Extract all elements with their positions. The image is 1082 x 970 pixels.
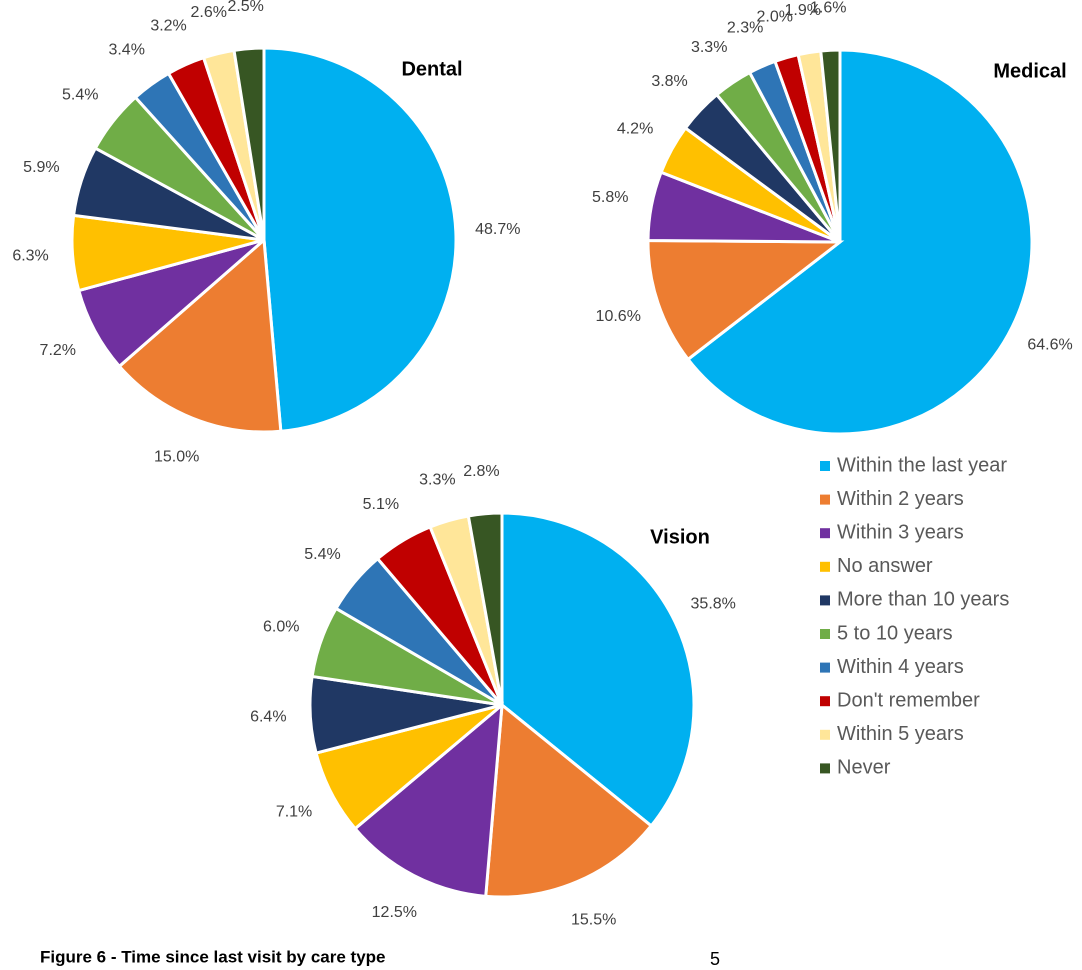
data-label: 1.6% xyxy=(810,0,846,17)
pie-slice xyxy=(819,48,842,243)
figure-caption: Figure 6 - Time since last visit by care… xyxy=(40,947,386,966)
legend-swatch xyxy=(820,528,830,539)
page-number: 5 xyxy=(710,949,720,969)
data-label: 6.0% xyxy=(263,619,299,636)
legend-swatch xyxy=(820,595,830,606)
chart-title: Vision xyxy=(650,526,710,548)
pie-slice xyxy=(466,511,504,706)
legend-swatch xyxy=(820,561,830,572)
legend-label: Within 5 years xyxy=(837,723,964,745)
data-label: 5.9% xyxy=(23,159,59,176)
chart-title: Medical xyxy=(993,60,1066,82)
legend-label: Don't remember xyxy=(837,689,980,711)
pie-slice xyxy=(232,46,266,241)
data-label: 6.3% xyxy=(12,247,48,264)
legend-swatch xyxy=(820,696,830,707)
data-label: 3.3% xyxy=(419,471,455,488)
data-label: 1.9% xyxy=(784,2,820,19)
data-label: 10.6% xyxy=(596,308,641,325)
legend-swatch xyxy=(820,461,830,471)
data-label: 7.2% xyxy=(40,342,76,359)
data-label: 15.5% xyxy=(571,912,616,929)
data-label: 6.4% xyxy=(250,708,286,725)
data-label: 2.6% xyxy=(191,4,227,21)
pie-slice xyxy=(646,238,845,362)
data-label: 35.8% xyxy=(691,595,736,612)
legend-swatch xyxy=(820,629,830,639)
data-label: 3.3% xyxy=(691,39,727,56)
data-label: 64.6% xyxy=(1027,336,1072,353)
legend-swatch xyxy=(820,729,830,740)
legend-label: Within 3 years xyxy=(837,521,964,543)
legend-swatch xyxy=(820,494,830,505)
data-label: 2.0% xyxy=(757,8,793,25)
data-label: 5.8% xyxy=(592,189,628,206)
data-label: 5.1% xyxy=(363,496,399,513)
data-label: 4.2% xyxy=(617,120,653,137)
pie-slice xyxy=(484,702,654,899)
data-label: 15.0% xyxy=(154,448,199,465)
pie-slice xyxy=(262,46,458,433)
pie-slice xyxy=(353,701,504,898)
legend-label: 5 to 10 years xyxy=(837,622,953,644)
data-label: 7.1% xyxy=(276,804,312,821)
data-label: 3.2% xyxy=(150,18,186,35)
data-label: 5.4% xyxy=(304,546,340,563)
data-label: 3.8% xyxy=(651,73,687,90)
chart-title: Dental xyxy=(401,58,462,80)
legend-label: More than 10 years xyxy=(837,589,1009,611)
data-label: 5.4% xyxy=(62,86,98,103)
data-label: 2.8% xyxy=(463,463,499,480)
legend-label: No answer xyxy=(837,555,933,577)
pie-slice xyxy=(117,236,283,434)
data-label: 3.4% xyxy=(108,42,144,59)
legend-label: Within the last year xyxy=(837,454,1007,476)
data-label: 48.7% xyxy=(475,221,520,238)
data-label: 2.3% xyxy=(727,19,763,36)
data-label: 12.5% xyxy=(372,904,417,921)
legend-label: Within 2 years xyxy=(837,488,964,510)
pie-slice xyxy=(500,511,696,828)
legend-label: Never xyxy=(837,757,891,779)
pie-slice xyxy=(685,48,1034,436)
data-label: 2.5% xyxy=(227,0,263,15)
legend-label: Within 4 years xyxy=(837,656,964,678)
legend-swatch xyxy=(820,763,830,774)
legend-swatch xyxy=(820,662,830,673)
